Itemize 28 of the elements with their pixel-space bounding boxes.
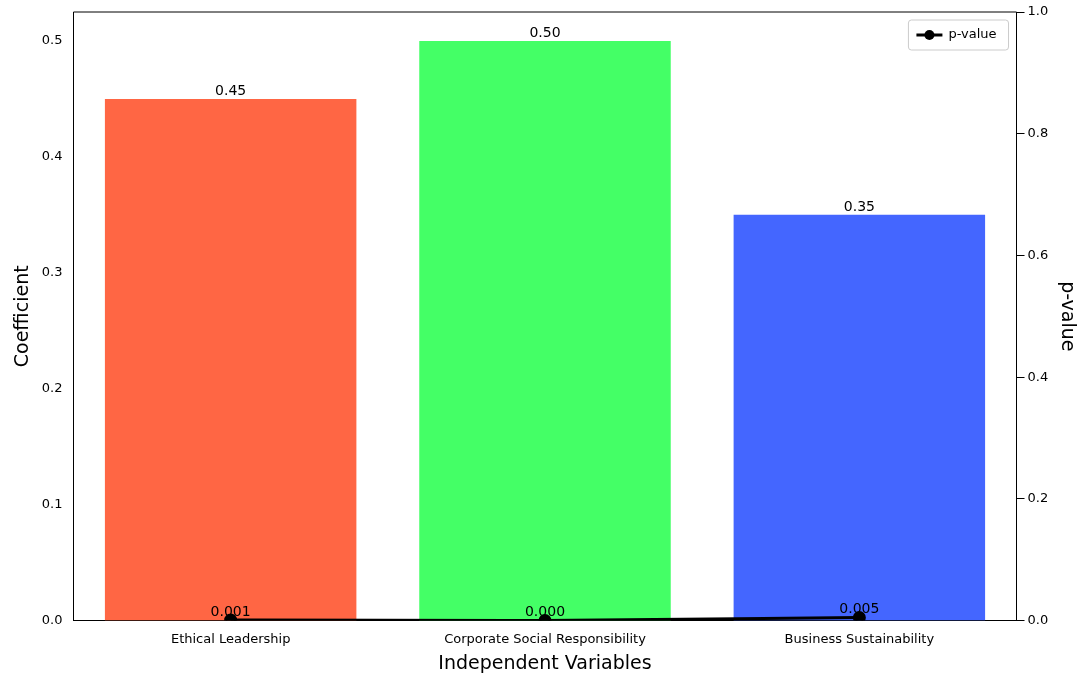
y2-tick-label: 1.0	[1027, 3, 1049, 19]
y2-tick-label: 0.2	[1027, 490, 1049, 506]
y2-tick-label: 0.8	[1027, 125, 1049, 141]
data-label: 0.35	[843, 197, 875, 214]
y2-tick-label: 0.0	[1027, 611, 1049, 627]
data-label: 0.000	[524, 603, 566, 620]
y-tick-label: 0.3	[41, 264, 63, 280]
legend-label: p-value	[948, 26, 997, 42]
data-label: 0.50	[529, 23, 561, 40]
y2-tick-label: 0.4	[1027, 368, 1049, 384]
x-tick-label: Corporate Social Responsibility	[444, 630, 647, 646]
y2-axis-title: p-value	[1057, 281, 1080, 352]
bar	[104, 98, 357, 621]
x-tick-label: Ethical Leadership	[170, 630, 291, 646]
y-axis-title: Coefficient	[10, 265, 33, 368]
bar	[733, 214, 986, 621]
data-label: 0.45	[215, 81, 247, 98]
y-tick-label: 0.5	[41, 32, 63, 48]
data-label: 0.005	[839, 600, 880, 617]
x-axis-title: Independent Variables	[438, 650, 652, 673]
y-tick-label: 0.0	[41, 611, 63, 627]
bar	[419, 40, 671, 621]
y-tick-label: 0.4	[41, 148, 63, 164]
x-tick-label: Business Sustainability	[784, 630, 935, 646]
y-tick-label: 0.2	[41, 380, 63, 396]
data-label: 0.001	[210, 602, 251, 619]
y-tick-label: 0.1	[41, 496, 63, 512]
y2-tick-label: 0.6	[1027, 246, 1049, 262]
